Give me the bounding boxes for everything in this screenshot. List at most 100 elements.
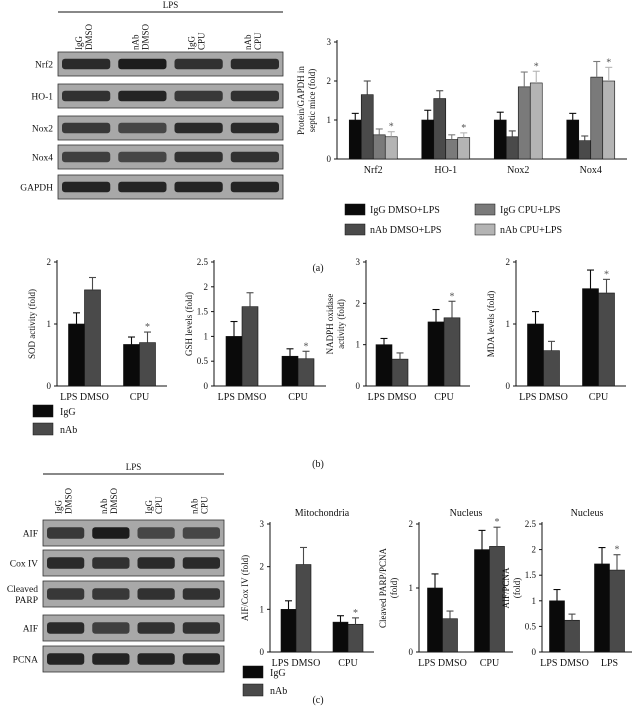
y-tick-label: 3 [327, 37, 332, 47]
significance-star: * [389, 122, 394, 133]
y-axis-label: Protein/GAPDH in [296, 66, 306, 135]
y-axis-label: septic mice (fold) [307, 69, 317, 132]
blot-band [182, 557, 220, 569]
legend-label: IgG CPU+LPS [500, 205, 560, 216]
y-tick-label: 0 [409, 647, 414, 657]
bar [348, 119, 362, 160]
bar [598, 292, 615, 387]
bar [564, 619, 580, 653]
blot-header: LPS [126, 462, 142, 472]
blot-band [182, 588, 220, 600]
blot-band [137, 527, 175, 539]
bar [590, 76, 604, 160]
bar [549, 600, 565, 653]
bar [594, 563, 610, 653]
blot-band [118, 90, 167, 102]
blot-band [47, 588, 85, 600]
legend-label: nAb [60, 425, 77, 436]
bar [280, 609, 297, 653]
bar [578, 140, 592, 160]
bar [505, 136, 519, 160]
y-tick-label: 3 [260, 519, 265, 529]
bar [433, 98, 447, 160]
y-tick-label: 2 [409, 519, 414, 529]
bar [295, 564, 312, 653]
y-tick-label: 0 [506, 381, 511, 391]
panel-label-c: (c) [312, 695, 323, 706]
bar [360, 94, 374, 160]
bar [68, 323, 85, 387]
blot-band [47, 527, 85, 539]
blot-band [118, 151, 167, 163]
x-tick-label: CPU [589, 392, 609, 403]
x-tick-label: LPS DMSO [218, 392, 267, 403]
significance-star: * [353, 608, 358, 619]
chart-title: Nucleus [571, 508, 604, 519]
y-axis-label: MDA levels (fold) [486, 291, 496, 358]
x-tick-label: CPU [434, 392, 454, 403]
blot-band [174, 122, 223, 134]
blot-band [137, 588, 175, 600]
legend-label: IgG [270, 668, 286, 679]
blot-row-label: Nox2 [32, 125, 53, 135]
bar [427, 587, 443, 653]
lane-label: IgG [54, 500, 64, 514]
y-tick-label: 1 [260, 604, 265, 614]
y-axis-label: NADPH oxidase [325, 294, 335, 355]
y-tick-label: 3 [356, 257, 361, 267]
blot-band [182, 622, 220, 634]
x-tick-label: LPS [601, 658, 618, 669]
lane-label: IgG [187, 36, 197, 50]
bar [609, 569, 625, 653]
y-axis-label: Cleaved PARP/PCNA [378, 548, 388, 628]
bar [391, 358, 409, 387]
x-tick-label: Nox2 [507, 165, 529, 176]
y-axis-label: GSH levels (fold) [184, 292, 194, 356]
blot-header: LPS [163, 0, 179, 10]
significance-star: * [145, 322, 150, 333]
bar [493, 119, 507, 160]
lane-label: DMSO [140, 23, 150, 50]
y-tick-label: 2 [260, 562, 265, 572]
x-tick-label: LPS DMSO [519, 392, 568, 403]
blot-band [47, 557, 85, 569]
blot-band [230, 90, 279, 102]
legend-b: IgG nAb [32, 404, 77, 436]
bar [241, 306, 259, 387]
blot-row-label: Nox4 [32, 154, 53, 164]
bar [139, 342, 156, 387]
bar [297, 358, 315, 387]
blot-row-label: AIF [23, 530, 38, 540]
x-tick-label: LPS DMSO [60, 392, 109, 403]
bar [225, 336, 243, 387]
lane-label: DMSO [84, 23, 94, 50]
y-tick-label: 2.5 [197, 257, 209, 267]
bar [582, 288, 599, 387]
blot-band [137, 653, 175, 665]
legend-a: IgG DMSO+LPS nAb DMSO+LPS IgG CPU+LPS nAb C… [344, 203, 562, 236]
lane-label: nAb [243, 34, 253, 50]
blot-band [230, 151, 279, 163]
significance-star: * [534, 61, 539, 72]
blot-band [92, 527, 130, 539]
bar [123, 344, 140, 387]
blot-band [62, 122, 111, 134]
y-tick-label: 0 [327, 154, 332, 164]
x-tick-label: HO-1 [434, 165, 457, 176]
blot-row-label: AIF [23, 625, 38, 635]
legend-label: nAb CPU+LPS [500, 225, 562, 236]
legend-swatch [242, 683, 264, 697]
x-tick-label: LPS DMSO [272, 658, 321, 669]
bar [372, 134, 386, 160]
y-tick-label: 1 [327, 115, 332, 125]
y-tick-label: 0 [204, 381, 209, 391]
x-tick-label: LPS DMSO [540, 658, 589, 669]
lane-label: DMSO [64, 487, 74, 514]
chart-title: Nucleus [450, 508, 483, 519]
legend-swatch [474, 223, 496, 236]
y-axis-label: AIF/PCNA [501, 567, 511, 609]
chart-c3: 0 0.5 1 1.5 2 2.5 AIF/PCNA (fold) Nucleus LPS DMS… [501, 508, 632, 669]
blot-band [230, 122, 279, 134]
y-tick-label: 1 [409, 583, 414, 593]
